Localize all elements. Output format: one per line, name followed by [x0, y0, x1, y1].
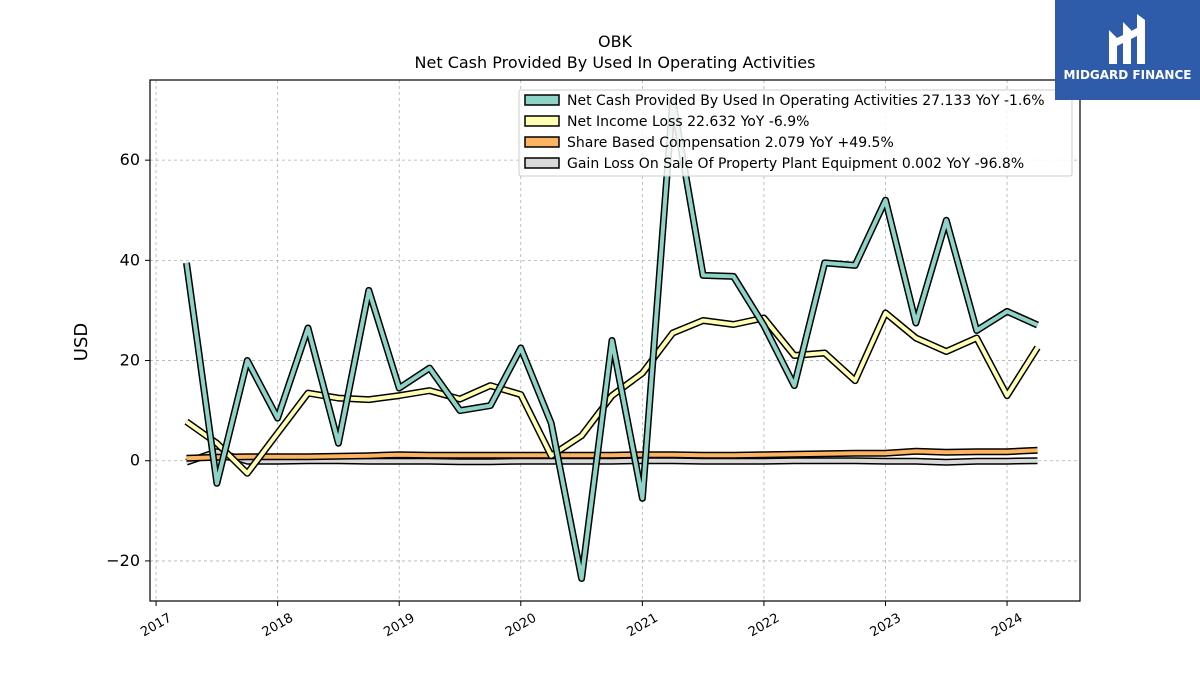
y-tick-label: 60 — [120, 150, 140, 169]
logo-mark-icon — [1109, 14, 1145, 64]
y-tick-label: 40 — [120, 250, 140, 269]
series-layer — [183, 96, 1041, 582]
ticks: −20 0 20 40 60 2017 2018 2019 2020 2021 2022 2023 20… — [106, 150, 1025, 640]
legend-entry: Net Cash Provided By Used In Operating A… — [567, 93, 1045, 109]
x-tick-label: 2024 — [989, 611, 1025, 641]
plot-frame — [149, 79, 1081, 602]
legend-entry: Net Income Loss 22.632 YoY -6.9% — [567, 114, 809, 130]
legend-entry: Share Based Compensation 2.079 YoY +49.5… — [567, 135, 894, 151]
chart-subtitle: Net Cash Provided By Used In Operating A… — [415, 53, 816, 72]
x-tick-label: 2021 — [625, 611, 661, 641]
logo-text: MIDGARD FINANCE — [1063, 68, 1192, 82]
legend-swatch — [524, 115, 560, 127]
series-line — [186, 448, 1038, 461]
brand-logo: MIDGARD FINANCE — [1055, 0, 1200, 100]
series-line — [184, 98, 1039, 581]
x-tick-label: 2023 — [868, 611, 904, 641]
x-tick-label: 2018 — [260, 611, 296, 641]
x-tick-label: 2019 — [381, 611, 417, 641]
y-tick-label: 20 — [120, 351, 140, 370]
legend-box — [518, 89, 1073, 177]
x-tick-label: 2017 — [138, 611, 174, 641]
y-tick-label: −20 — [106, 551, 140, 570]
chart-title: OBK — [598, 32, 633, 51]
y-axis-label: USD — [71, 323, 92, 361]
y-tick-label: 0 — [130, 451, 140, 470]
x-tick-label: 2020 — [503, 611, 539, 641]
legend-entry: Gain Loss On Sale Of Property Plant Equi… — [567, 156, 1024, 172]
legend-swatch — [524, 136, 560, 148]
legend-swatch — [524, 157, 560, 169]
legend: Net Cash Provided By Used In Operating A… — [518, 89, 1073, 177]
series-line — [185, 449, 1038, 465]
x-tick-label: 2022 — [746, 611, 782, 641]
legend-swatch — [524, 94, 560, 106]
